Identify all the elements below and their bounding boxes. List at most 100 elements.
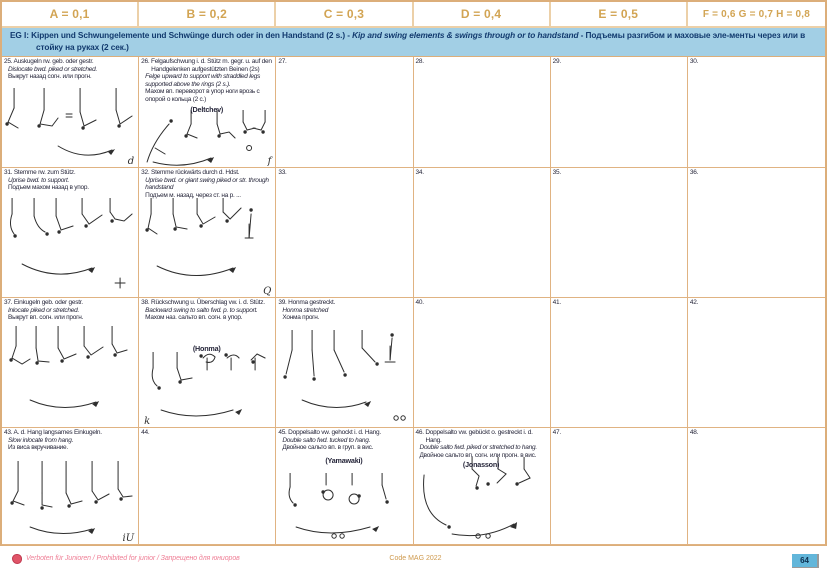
element-russian-text: Подъем махом назад в упор. (8, 184, 89, 192)
element-description: 34. (416, 169, 547, 177)
element-cell-31: 31. Stemme rw. zum Stütz. Uprise bwd. to … (2, 168, 140, 298)
element-description: 36. (690, 169, 822, 177)
grid-row-3: 37. Einkugeln geb. oder gestr. Inlocate p… (2, 298, 825, 428)
element-english-text: Inlocate piked or stretched. (8, 306, 80, 314)
element-description: 48. (690, 429, 822, 437)
element-description: 35. (553, 169, 684, 177)
eg-label: EG I: (10, 30, 29, 40)
empty-cell-34: 34. (413, 168, 551, 298)
element-famous-name: (Yamawaki) (325, 455, 363, 465)
empty-cell-47: 47. (550, 428, 688, 545)
grid-row-4: 43. A. d. Hang langsames Einkugeln. Slow … (2, 428, 825, 545)
element-description: 32. Stemme rückwärts durch d. Hdst. Upris… (141, 169, 272, 199)
page-number-badge: 64 (792, 553, 819, 568)
element-english-text: Dislocate bwd. piked or stretched. (8, 65, 98, 73)
grid-row-2: 31. Stemme rw. zum Stütz. Uprise bwd. to … (2, 168, 825, 298)
element-russian-text: Двойное сальто вп. в груп. в вис. (282, 444, 374, 452)
element-english-text: Slow inlocate from hang. (8, 436, 74, 444)
empty-cell-44: 44. (139, 428, 277, 545)
element-description: 44. (141, 429, 272, 437)
code-edition-label: Code MAG 2022 (389, 555, 442, 562)
element-description: 27. (278, 58, 409, 66)
element-description: 37. Einkugeln geb. oder gestr. Inlocate p… (4, 299, 135, 322)
element-english-text: Uprise bwd. or giant swing piked or str.… (145, 176, 269, 192)
page-footer: Verboten für Junioren / Prohibited for j… (0, 546, 827, 571)
element-cell-38: 38. Rückschwung u. Überschlag vw. i. d. … (139, 298, 277, 428)
element-stick-figure-drawing (414, 457, 550, 543)
element-number-and-german-text: 37. Einkugeln geb. oder gestr. (4, 299, 83, 306)
figure-annotation-letter: k (144, 416, 151, 427)
element-description: 46. Doppelsalto vw. gebückt o. gestreckt… (416, 429, 547, 459)
difficulty-value-header-row: A = 0,1 B = 0,2 C = 0,3 D = 0,4 E = 0,5 F = 0… (2, 2, 825, 28)
element-famous-name: (Jonasson) (462, 460, 500, 470)
element-stick-figure-drawing (2, 198, 138, 296)
element-russian-text: Выкрут назад согн. или прогн. (8, 73, 92, 81)
difficulty-header-F: F = 0,6 G = 0,7 H = 0,8 (687, 2, 825, 28)
title-german: Kippen und Schwungelemente und Schwünge … (31, 30, 350, 40)
figure-annotation-letter: Q (263, 286, 272, 297)
grid-row-1: 25. Auskugeln rw. geb. oder gestr. Disloc… (2, 57, 825, 168)
page-number-area: 64 (442, 550, 819, 568)
element-number-and-german-text: 43. A. d. Hang langsames Einkugeln. (4, 429, 102, 436)
empty-cell-36: 36. (687, 168, 825, 298)
empty-cell-29: 29. (550, 57, 688, 168)
element-description: 31. Stemme rw. zum Stütz. Uprise bwd. to … (4, 169, 135, 192)
empty-cell-42: 42. (687, 298, 825, 428)
empty-cell-27: 27. (276, 57, 414, 168)
element-cell-39: 39. Honma gestreckt. Honma stretched Хонма… (276, 298, 414, 428)
element-description: 41. (553, 299, 684, 307)
element-stick-figure-drawing (139, 352, 275, 426)
difficulty-header-E: E = 0,5 (550, 2, 688, 28)
element-russian-text: Двойное сальто вп. согн. или прогн. в ви… (419, 451, 537, 459)
element-russian-text: Выкрут вп. согн. или прогн. (8, 314, 84, 322)
element-description: 43. A. d. Hang langsames Einkugeln. Slow … (4, 429, 135, 452)
element-description: 30. (690, 58, 822, 66)
element-english-text: Double salto fwd. tucked to hang. (282, 436, 371, 444)
element-description: 39. Honma gestreckt. Honma stretched Хонма… (278, 299, 409, 322)
element-description: 42. (690, 299, 822, 307)
element-stick-figure-drawing (276, 473, 412, 543)
element-stick-figure-drawing (2, 461, 138, 543)
element-number-and-german-text: 46. Doppelsalto vw. gebückt o. gestreckt… (415, 429, 533, 444)
empty-cell-35: 35. (550, 168, 688, 298)
element-famous-name: (Deltchev) (190, 104, 224, 114)
difficulty-header-A: A = 0,1 (2, 2, 140, 28)
difficulty-header-C: C = 0,3 (276, 2, 414, 28)
element-number-and-german-text: 39. Honma gestreckt. (278, 299, 336, 306)
element-english-text: Uprise bwd. to support. (8, 176, 70, 184)
junior-prohibition-note: Verboten für Junioren / Prohibited for j… (12, 553, 389, 564)
element-cell-32: 32. Stemme rückwärts durch d. Hdst. Upris… (139, 168, 277, 298)
element-number-and-german-text: 32. Stemme rückwärts durch d. Hdst. (141, 169, 240, 176)
element-english-text: Felge upward to support with straddled l… (145, 73, 261, 88)
element-russian-text: Хонма прогн. (282, 314, 320, 322)
element-stick-figure-drawing (2, 88, 138, 166)
element-number-and-german-text: 30. (689, 58, 699, 65)
element-description: 45. Doppelsalto vw. gehockt i. d. Hang. D… (278, 429, 409, 452)
empty-cell-33: 33. (276, 168, 414, 298)
element-number-and-german-text: 28. (415, 58, 425, 65)
title-russian: - Подъемы разгибом и маховые эле-менты ч… (36, 30, 806, 52)
element-english-text: Honma stretched (282, 306, 329, 314)
element-number-and-german-text: 34. (415, 169, 425, 176)
element-number-and-german-text: 35. (552, 169, 562, 176)
prohibition-text: Verboten für Junioren / Prohibited for j… (26, 555, 240, 562)
element-number-and-german-text: 44. (141, 429, 150, 436)
element-russian-text: Из виса вкручивание. (8, 444, 68, 452)
element-number-and-german-text: 42. (689, 299, 699, 306)
element-stick-figure-drawing (276, 330, 412, 426)
element-number-and-german-text: 45. Doppelsalto vw. gehockt i. d. Hang. (278, 429, 381, 436)
element-cell-45: 45. Doppelsalto vw. gehockt i. d. Hang. D… (276, 428, 414, 545)
empty-cell-48: 48. (687, 428, 825, 545)
element-russian-text: Махом наз. сальто вп. согн. в упор. (145, 314, 243, 322)
title-english: Kip and swing elements & swings through … (352, 30, 579, 40)
element-russian-text: Подъем м. назад, через ст. на р. ... (145, 191, 241, 199)
element-number-and-german-text: 48. (689, 429, 699, 436)
element-number-and-german-text: 33. (278, 169, 287, 176)
element-number-and-german-text: 47. (552, 429, 562, 436)
element-number-and-german-text: 29. (552, 58, 562, 65)
element-number-and-german-text: 25. Auskugeln rw. geb. oder gestr. (4, 58, 94, 65)
element-description: 28. (416, 58, 547, 66)
prohibited-marker-icon (12, 553, 22, 564)
element-stick-figure-drawing (139, 198, 275, 296)
